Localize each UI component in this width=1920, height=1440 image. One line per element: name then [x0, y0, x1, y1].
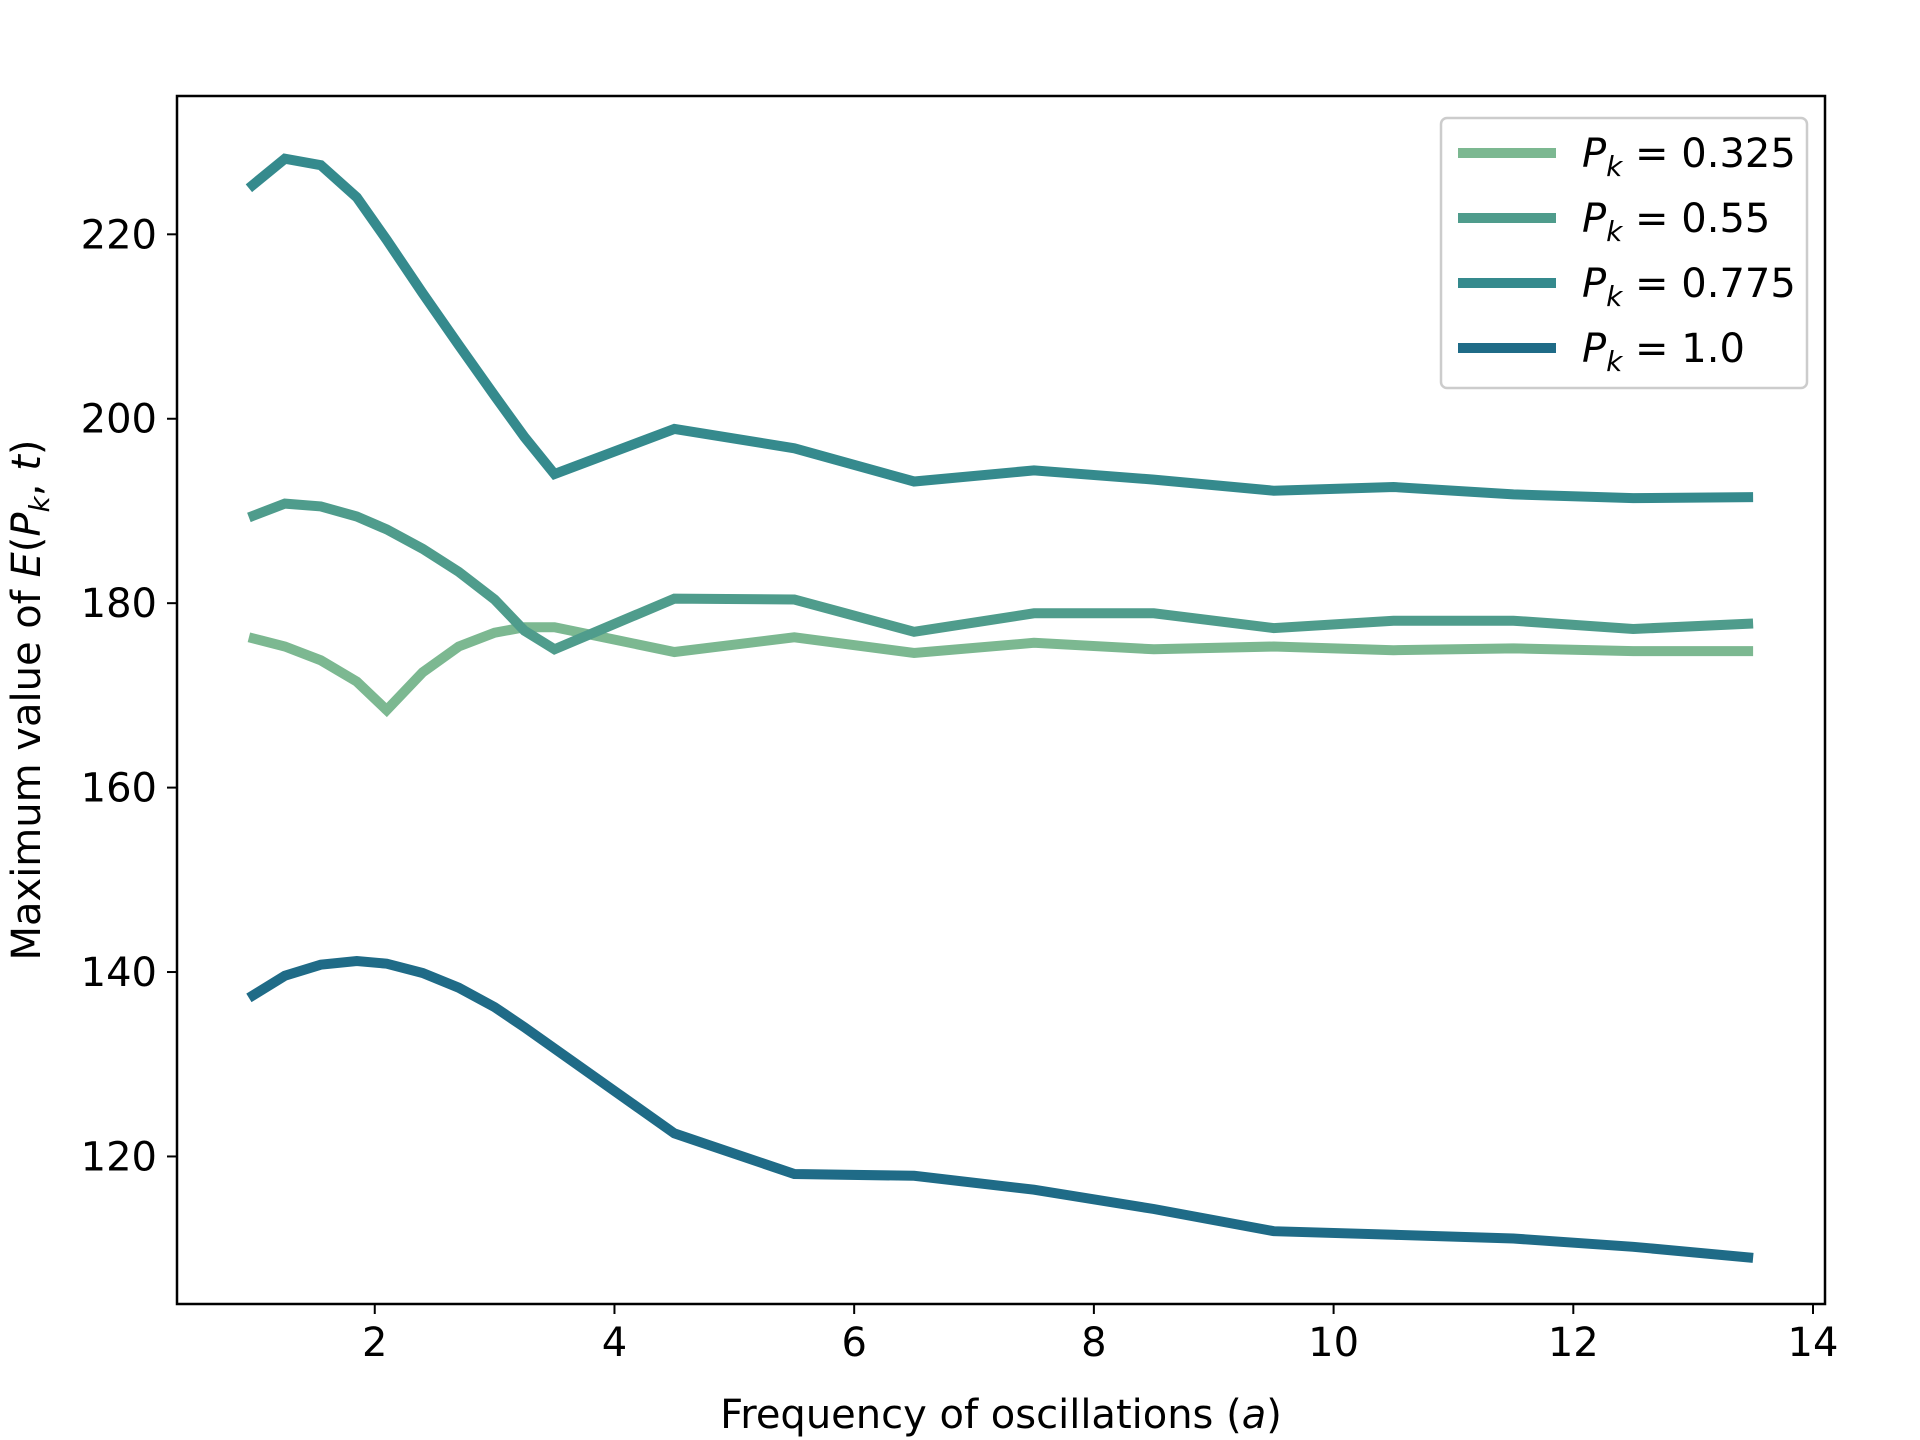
series-line-2 [247, 498, 1754, 655]
legend-label-2: Pk = 0.55 [1582, 196, 1770, 248]
legend: Pk = 0.325 Pk = 0.55 Pk = 0.775 Pk = 1.0 [1439, 116, 1809, 390]
legend-label-1: Pk = 0.325 [1582, 131, 1796, 183]
plot-frame [175, 94, 1827, 1306]
series-layer [245, 153, 1754, 1263]
legend-box [1439, 116, 1809, 390]
y-tick-label: 200 [81, 397, 157, 443]
y-tick-label: 180 [81, 581, 157, 627]
x-tick-label: 6 [841, 1320, 866, 1366]
x-tick-label: 10 [1308, 1320, 1359, 1366]
x-tick-label: 2 [362, 1320, 387, 1366]
series-line-3 [245, 153, 1754, 504]
y-axis-label: Maximum value of E(Pk, t) [4, 439, 56, 960]
y-tick-label: 140 [81, 950, 157, 996]
y-tick-label: 160 [81, 766, 157, 812]
x-axis-label: Frequency of oscillations (a) [720, 1392, 1282, 1438]
series-line-4 [246, 955, 1754, 1263]
y-axis: 120 140 160 180 200 220 [81, 212, 177, 1180]
series-line-1 [247, 622, 1754, 718]
x-tick-label: 14 [1788, 1320, 1839, 1366]
legend-label-4: Pk = 1.0 [1582, 326, 1745, 378]
y-tick-label: 120 [81, 1134, 157, 1180]
y-tick-label: 220 [81, 212, 157, 258]
x-tick-label: 8 [1081, 1320, 1106, 1366]
x-axis: 2 4 6 8 10 12 14 [362, 1304, 1838, 1366]
legend-label-3: Pk = 0.775 [1582, 261, 1796, 313]
x-tick-label: 4 [602, 1320, 627, 1366]
x-tick-label: 12 [1548, 1320, 1599, 1366]
